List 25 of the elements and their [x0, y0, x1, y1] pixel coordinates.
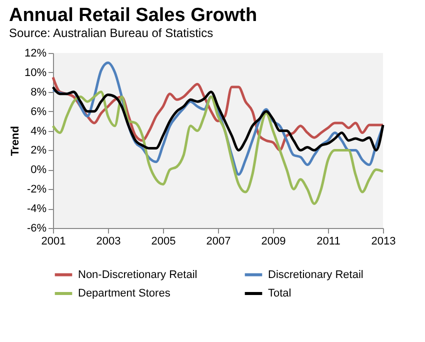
y-tick-label: 4%	[30, 125, 47, 138]
x-tick-label: 2009	[261, 236, 286, 248]
y-tick-label: -4%	[26, 203, 47, 216]
x-tick-label: 2007	[206, 236, 231, 248]
y-tick-label: 8%	[30, 86, 47, 98]
y-axis-title: Trend	[9, 126, 22, 156]
y-tick-label: -6%	[26, 222, 47, 234]
chart-title: Annual Retail Sales Growth	[8, 5, 258, 26]
x-tick-label: 2001	[41, 236, 66, 248]
y-tick-label: 2%	[30, 144, 47, 157]
legend-label: Department Stores	[78, 288, 171, 300]
y-tick-label: 6%	[30, 106, 47, 118]
y-tick-label: -2%	[26, 184, 47, 196]
x-tick-label: 2013	[371, 236, 396, 248]
x-tick-label: 2005	[151, 236, 176, 248]
legend-label: Discretionary Retail	[268, 268, 364, 281]
chart-subtitle: Source: Australian Bureau of Statistics	[8, 26, 214, 40]
x-tick-label: 2003	[96, 236, 121, 248]
y-tick-label: 12%	[24, 48, 47, 60]
y-tick-label: 0%	[30, 164, 47, 176]
legend-label: Non-Discretionary Retail	[78, 268, 198, 281]
legend-label: Total	[268, 288, 292, 300]
x-tick-label: 2011	[316, 236, 340, 248]
line-series	[52, 90, 384, 205]
y-tick-label: 10%	[24, 66, 47, 79]
